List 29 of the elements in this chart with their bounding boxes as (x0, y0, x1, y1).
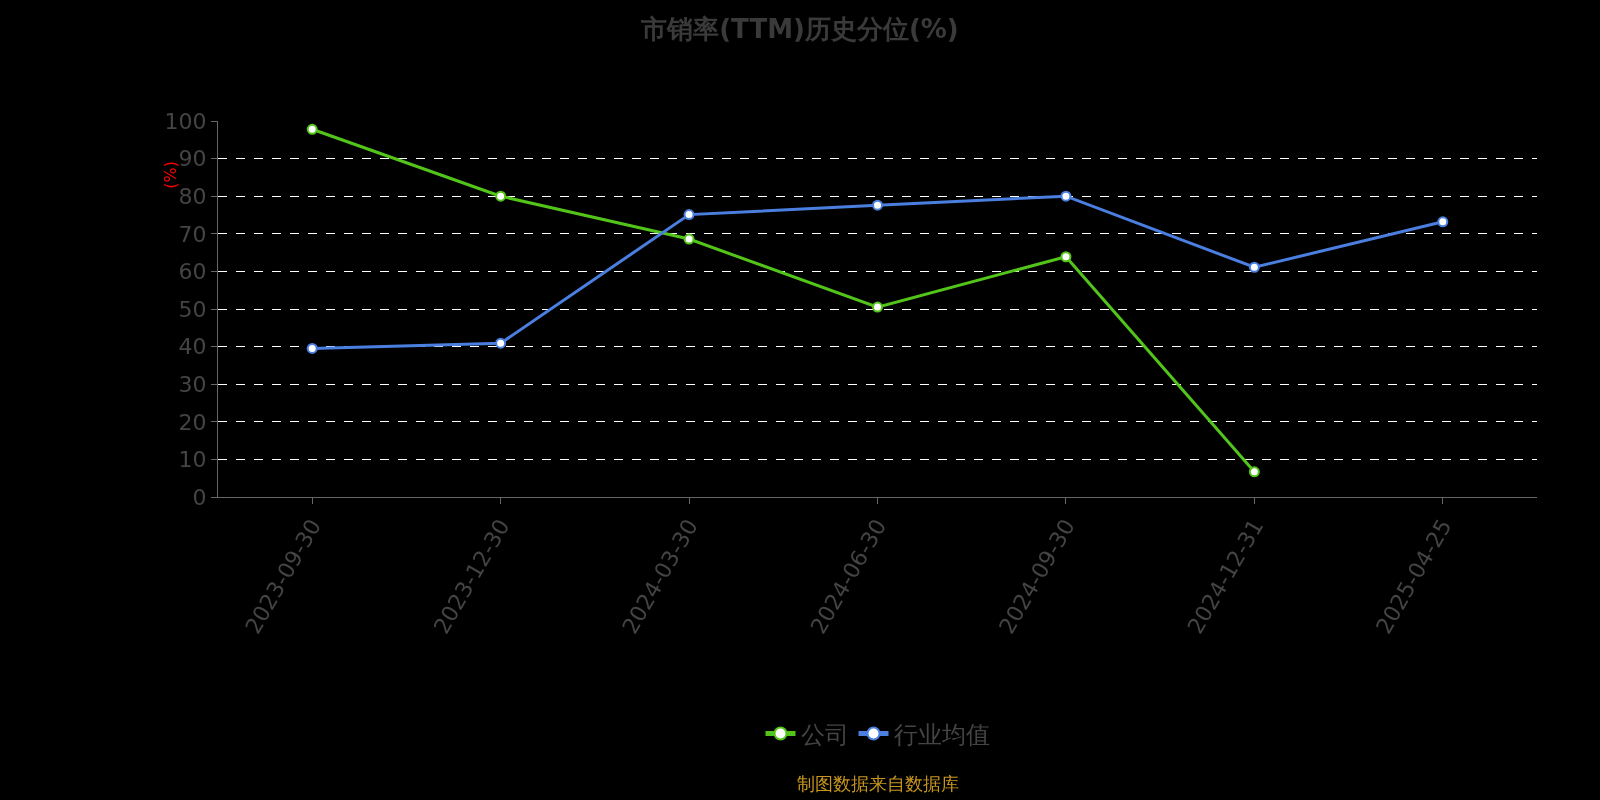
legend-label: 行业均值 (893, 720, 990, 749)
chart-title: 市销率(TTM)历史分位(%) (640, 14, 959, 45)
y-tick-label: 10 (178, 447, 207, 473)
point (1437, 216, 1449, 228)
y-tick-label: 30 (178, 371, 207, 397)
y-tick-label: 70 (178, 221, 207, 247)
y-tick-label: 20 (178, 409, 207, 435)
y-tick-label: 40 (178, 334, 207, 360)
point (1060, 190, 1072, 202)
y-tick-label: 50 (178, 296, 207, 322)
point (495, 190, 507, 202)
point (306, 123, 318, 135)
point (872, 301, 883, 313)
point (1060, 251, 1072, 263)
point (1248, 466, 1260, 478)
point (1248, 261, 1260, 273)
y-tick-label: 60 (178, 259, 207, 285)
text: 制图数据来自数据库 (797, 773, 959, 794)
y-tick-label: 0 (192, 484, 207, 510)
point (683, 233, 695, 245)
legend-label: 公司 (800, 720, 849, 749)
y-tick-label: 80 (178, 183, 207, 209)
point (872, 199, 883, 211)
point (683, 209, 695, 221)
y-tick-label: 100 (164, 108, 207, 134)
point (306, 342, 318, 354)
point (495, 337, 507, 349)
y-tick-label: 90 (178, 146, 207, 172)
y-axis-title: (%) (160, 161, 180, 189)
